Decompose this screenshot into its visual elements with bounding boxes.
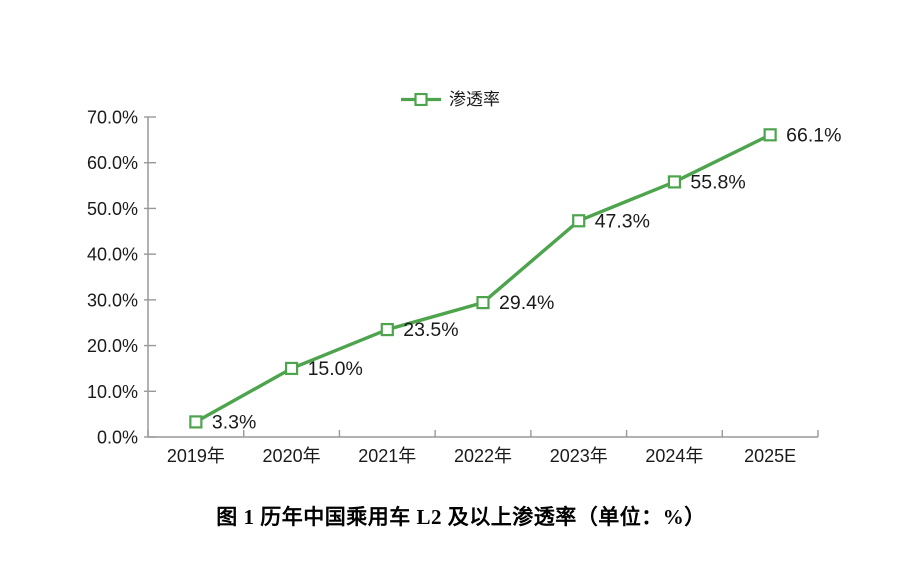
data-point-label: 23.5% xyxy=(403,319,458,341)
data-point-marker xyxy=(572,214,586,228)
x-tick-label: 2023年 xyxy=(550,446,608,466)
data-point-label: 55.8% xyxy=(690,171,745,193)
legend: 渗透率 xyxy=(401,91,500,108)
y-tick-label: 50.0% xyxy=(87,199,138,219)
series-line xyxy=(194,133,772,424)
x-tick-label: 2024年 xyxy=(645,446,703,466)
legend-label: 渗透率 xyxy=(449,90,500,109)
data-point-marker xyxy=(380,322,394,337)
x-tick-label: 2025E xyxy=(744,446,796,466)
y-tick-label: 0.0% xyxy=(97,428,138,448)
y-tick-label: 10.0% xyxy=(87,382,138,402)
data-point-label: 47.3% xyxy=(595,210,650,232)
data-point-marker xyxy=(189,415,203,429)
y-tick-label: 40.0% xyxy=(87,245,138,265)
chart-caption: 图 1 历年中国乘用车 L2 及以上渗透率（单位：%） xyxy=(216,505,706,529)
x-tick-label: 2019年 xyxy=(167,446,225,466)
data-point-marker xyxy=(667,175,682,189)
x-tick-label: 2022年 xyxy=(454,446,512,466)
data-point-marker xyxy=(284,361,299,376)
data-point-label: 66.1% xyxy=(786,124,841,146)
data-point-marker xyxy=(763,128,777,142)
y-tick-label: 60.0% xyxy=(87,153,138,173)
data-point-label: 3.3% xyxy=(212,411,256,433)
y-tick-label: 30.0% xyxy=(87,290,138,310)
legend-line-marker-icon xyxy=(401,93,441,106)
data-point-marker xyxy=(476,296,490,310)
data-point-label: 29.4% xyxy=(499,292,554,314)
y-tick-label: 20.0% xyxy=(87,336,138,356)
data-point-label: 15.0% xyxy=(308,358,363,380)
y-tick-label: 70.0% xyxy=(87,108,138,128)
x-tick-label: 2021年 xyxy=(358,446,416,466)
x-tick-label: 2020年 xyxy=(263,446,321,466)
